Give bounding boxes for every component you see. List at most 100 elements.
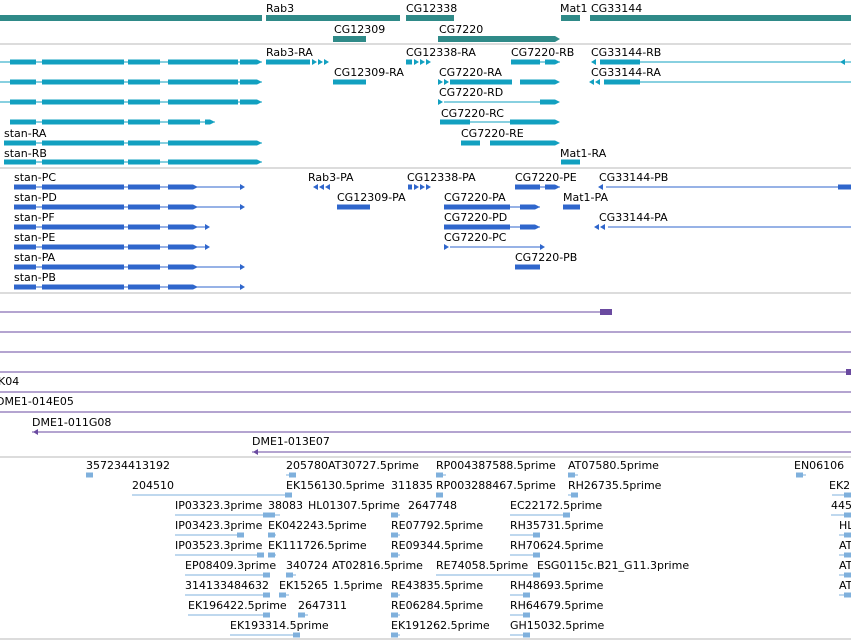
strand-arrow-icon[interactable] <box>540 244 545 250</box>
est-box[interactable] <box>289 472 296 478</box>
exon-box[interactable] <box>604 79 640 85</box>
est-label[interactable]: EK15265 <box>279 579 328 592</box>
est-box[interactable] <box>86 472 93 478</box>
transcript-label[interactable]: Mat1-RA <box>560 147 607 160</box>
est-box[interactable] <box>571 492 578 498</box>
exon-box[interactable] <box>128 264 160 270</box>
est-box[interactable] <box>533 552 540 558</box>
est-box[interactable] <box>391 512 398 518</box>
gene-label[interactable]: CG12338 <box>406 2 457 15</box>
est-label[interactable]: 2647748 <box>408 499 457 512</box>
exon-box[interactable] <box>168 204 198 210</box>
exon-box[interactable] <box>838 184 851 190</box>
exon-box[interactable] <box>240 59 262 65</box>
est-label[interactable]: AT <box>839 539 851 552</box>
est-box[interactable] <box>285 492 292 498</box>
est-label[interactable]: EK2 <box>829 479 850 492</box>
strand-arrow-icon[interactable] <box>426 184 431 190</box>
exon-box[interactable] <box>444 204 510 210</box>
exon-box[interactable] <box>240 79 262 85</box>
est-label[interactable]: RH26735.5prime <box>568 479 662 492</box>
exon-box[interactable] <box>450 79 512 85</box>
est-label[interactable]: IP03423.3prime <box>175 519 263 532</box>
est-box[interactable] <box>268 512 275 518</box>
est-box[interactable] <box>844 552 851 558</box>
exon-box[interactable] <box>205 119 215 125</box>
strand-arrow-icon[interactable] <box>33 429 38 435</box>
exon-box[interactable] <box>168 244 198 250</box>
transcript-label[interactable]: CG7220-RA <box>439 66 502 79</box>
est-label[interactable]: EK156130.5prime <box>286 479 385 492</box>
est-label[interactable]: 2647311 <box>298 599 347 612</box>
gene-bar[interactable] <box>266 15 400 21</box>
exon-box[interactable] <box>561 159 580 165</box>
est-label[interactable]: RE06284.5prime <box>391 599 483 612</box>
strand-arrow-icon[interactable] <box>240 204 245 210</box>
est-label[interactable]: AT07580.5prime <box>568 459 659 472</box>
exon-box[interactable] <box>461 140 480 146</box>
est-box[interactable] <box>391 632 398 638</box>
est-label[interactable]: RE07792.5prime <box>391 519 483 532</box>
protein-label[interactable]: stan-PE <box>14 231 55 244</box>
gene-bar[interactable] <box>406 15 454 21</box>
exon-box[interactable] <box>545 59 560 65</box>
gene-label[interactable]: Mat1 <box>560 2 588 15</box>
est-box[interactable] <box>436 472 443 478</box>
strand-arrow-icon[interactable] <box>312 59 317 65</box>
protein-label[interactable]: CG12309-PA <box>337 191 406 204</box>
est-box[interactable] <box>268 532 275 538</box>
est-box[interactable] <box>563 512 570 518</box>
strand-arrow-icon[interactable] <box>319 184 324 190</box>
exon-box[interactable] <box>42 59 124 65</box>
transcript-label[interactable]: CG7220-RB <box>511 46 574 59</box>
gene-bar[interactable] <box>333 36 366 42</box>
exon-box[interactable] <box>10 59 36 65</box>
est-box[interactable] <box>263 512 270 518</box>
exon-box[interactable] <box>42 224 124 230</box>
exon-box[interactable] <box>42 204 124 210</box>
transcript-label[interactable]: CG7220-RC <box>441 107 504 120</box>
exon-box[interactable] <box>440 119 470 125</box>
exon-box[interactable] <box>14 284 36 290</box>
strand-arrow-icon[interactable] <box>324 59 329 65</box>
exon-box[interactable] <box>4 159 36 165</box>
est-box[interactable] <box>523 592 530 598</box>
exon-box[interactable] <box>14 184 36 190</box>
strand-arrow-icon[interactable] <box>414 59 419 65</box>
exon-box[interactable] <box>515 264 540 270</box>
est-box[interactable] <box>279 592 286 598</box>
est-box[interactable] <box>391 612 398 618</box>
exon-box[interactable] <box>10 99 36 105</box>
est-box[interactable] <box>568 472 575 478</box>
transcript-label[interactable]: Rab3-RA <box>266 46 313 59</box>
est-box[interactable] <box>391 532 398 538</box>
est-box[interactable] <box>844 532 851 538</box>
est-label[interactable]: 1.5prime <box>333 579 383 592</box>
transcript-label[interactable]: CG33144-RA <box>591 66 661 79</box>
est-label[interactable]: 357234413192 <box>86 459 170 472</box>
est-label[interactable]: 205780AT30727.5prime <box>286 459 419 472</box>
exon-box[interactable] <box>333 79 366 85</box>
exon-box[interactable] <box>563 204 580 210</box>
exon-box[interactable] <box>42 264 124 270</box>
gene-label[interactable]: CG7220 <box>439 23 483 36</box>
est-box[interactable] <box>533 532 540 538</box>
strand-arrow-icon[interactable] <box>240 284 245 290</box>
protein-label[interactable]: CG7220-PC <box>444 231 507 244</box>
est-label[interactable]: 311835 <box>391 479 433 492</box>
clone-label[interactable]: DME1-011G08 <box>32 416 111 429</box>
est-label[interactable]: 204510 <box>132 479 174 492</box>
exon-box[interactable] <box>168 264 198 270</box>
clone-label[interactable]: DME1-014E05 <box>0 395 74 408</box>
est-label[interactable]: RE74058.5prime <box>436 559 528 572</box>
exon-box[interactable] <box>128 140 160 146</box>
exon-box[interactable] <box>10 119 36 125</box>
est-label[interactable]: AT <box>839 559 851 572</box>
exon-box[interactable] <box>600 59 640 65</box>
strand-arrow-icon[interactable] <box>589 79 594 85</box>
exon-box[interactable] <box>438 36 560 42</box>
exon-box[interactable] <box>168 79 238 85</box>
strand-arrow-icon[interactable] <box>253 449 258 455</box>
protein-label[interactable]: CG33144-PB <box>599 171 668 184</box>
feature-glyphs[interactable] <box>0 15 851 638</box>
